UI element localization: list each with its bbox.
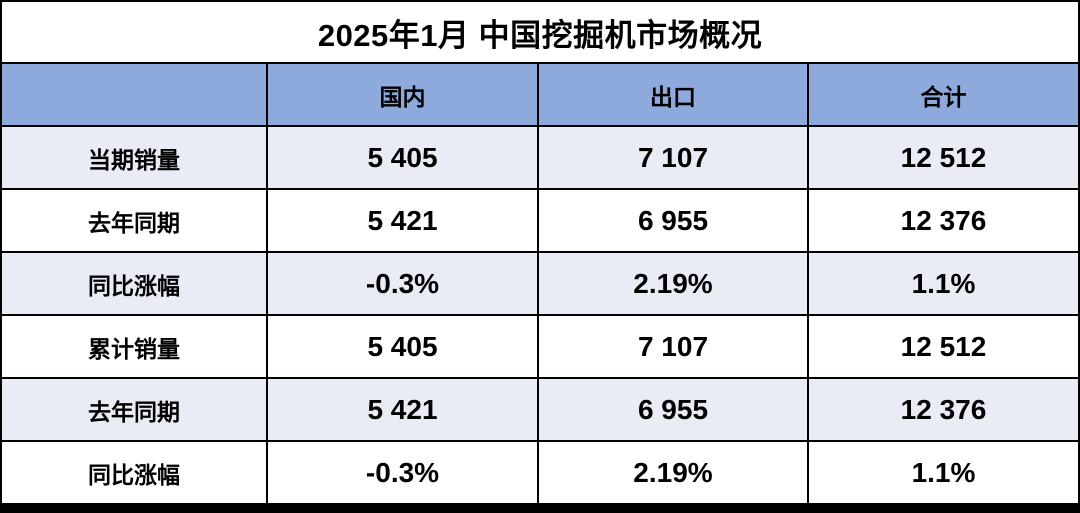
table-header-row: 国内 出口 合计 [2, 64, 1078, 125]
cell-domestic: 5 405 [268, 316, 537, 377]
table-row: 去年同期 5 421 6 955 12 376 [2, 190, 1078, 251]
header-cell-domestic: 国内 [268, 64, 537, 125]
cell-export: 7 107 [539, 316, 807, 377]
row-label: 同比涨幅 [2, 253, 266, 314]
cell-total: 12 376 [809, 379, 1078, 440]
cell-domestic: 5 421 [268, 190, 537, 251]
table-row: 同比涨幅 -0.3% 2.19% 1.1% [2, 253, 1078, 314]
row-label: 累计销量 [2, 316, 266, 377]
table-row: 累计销量 5 405 7 107 12 512 [2, 316, 1078, 377]
cell-total: 1.1% [809, 253, 1078, 314]
cell-export: 7 107 [539, 127, 807, 188]
header-cell-total: 合计 [809, 64, 1078, 125]
cell-domestic: -0.3% [268, 253, 537, 314]
cell-total: 12 512 [809, 316, 1078, 377]
cell-export: 2.19% [539, 442, 807, 503]
cell-domestic: 5 405 [268, 127, 537, 188]
table-row: 同比涨幅 -0.3% 2.19% 1.1% [2, 442, 1078, 503]
header-cell-export: 出口 [539, 64, 807, 125]
header-cell-empty [2, 64, 266, 125]
cell-export: 2.19% [539, 253, 807, 314]
table-row: 当期销量 5 405 7 107 12 512 [2, 127, 1078, 188]
cell-total: 12 376 [809, 190, 1078, 251]
cell-domestic: 5 421 [268, 379, 537, 440]
cell-total: 12 512 [809, 127, 1078, 188]
cell-export: 6 955 [539, 379, 807, 440]
row-label: 去年同期 [2, 379, 266, 440]
page-title: 2025年1月 中国挖掘机市场概况 [2, 2, 1078, 62]
row-label: 当期销量 [2, 127, 266, 188]
row-label: 同比涨幅 [2, 442, 266, 503]
row-label: 去年同期 [2, 190, 266, 251]
cell-total: 1.1% [809, 442, 1078, 503]
table-title-row: 2025年1月 中国挖掘机市场概况 [2, 2, 1078, 62]
table-row: 去年同期 5 421 6 955 12 376 [2, 379, 1078, 440]
cell-domestic: -0.3% [268, 442, 537, 503]
cell-export: 6 955 [539, 190, 807, 251]
